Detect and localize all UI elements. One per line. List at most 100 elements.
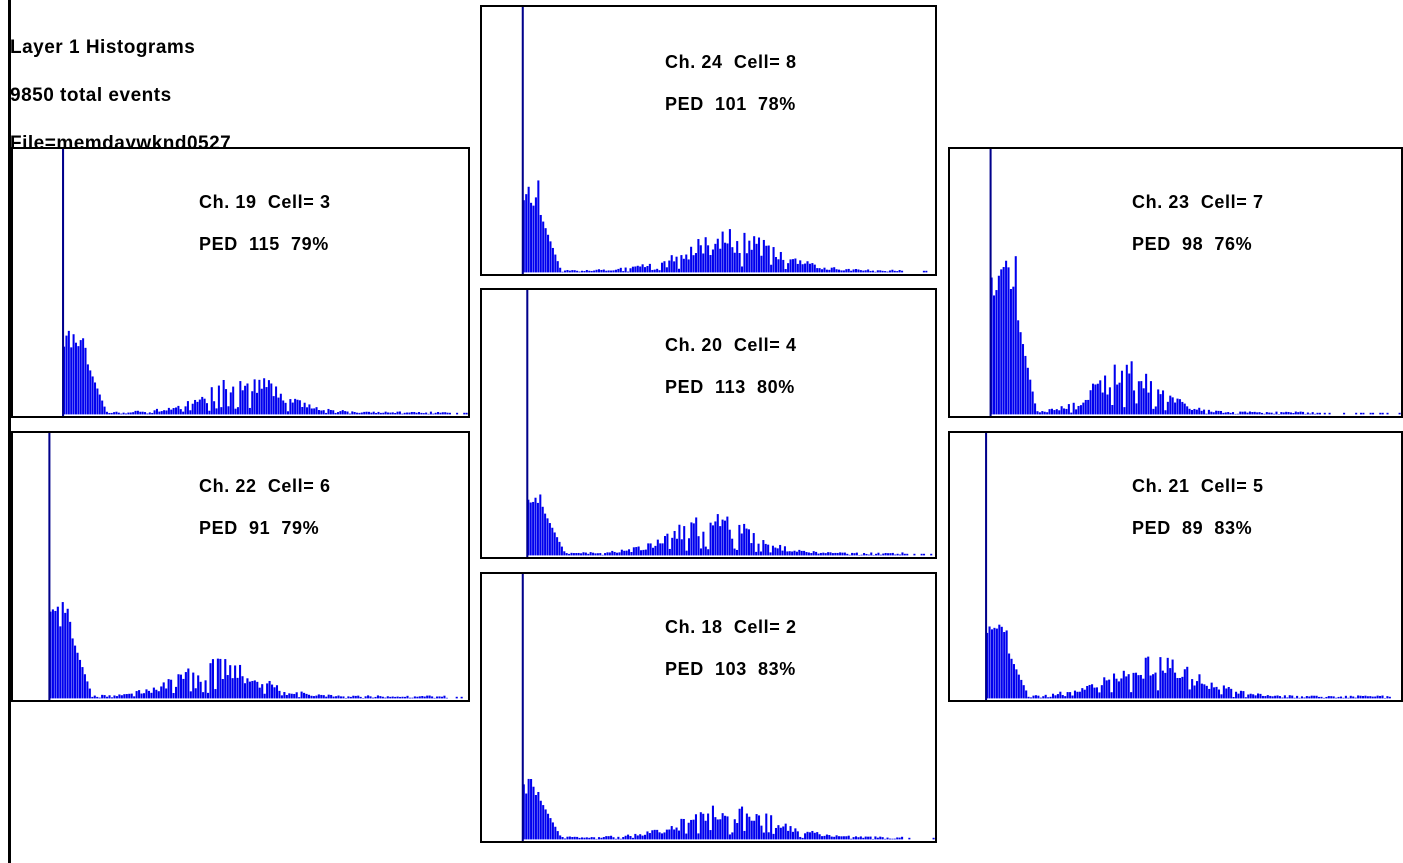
histogram-bar <box>721 519 724 556</box>
histogram-bar <box>288 693 291 699</box>
histogram-bar <box>840 836 843 840</box>
histogram-bar <box>776 548 779 556</box>
histogram-bar <box>601 554 604 556</box>
histogram-bar <box>211 659 215 699</box>
histogram-bar <box>1308 696 1311 699</box>
histogram-bar <box>597 269 601 273</box>
histogram-bar <box>1069 692 1072 699</box>
histogram-bar <box>429 411 432 415</box>
histogram-bar <box>887 553 890 556</box>
histogram-bar <box>401 413 404 415</box>
histogram-bar <box>336 412 340 415</box>
histogram-bar <box>869 270 872 273</box>
histogram-bar <box>534 197 537 273</box>
histogram-bar <box>1225 688 1228 699</box>
histogram-bar <box>1217 689 1221 699</box>
histogram-bar <box>1007 267 1010 415</box>
histogram-bar <box>1244 411 1247 415</box>
histogram-bar <box>1070 412 1073 415</box>
histogram-bar <box>307 694 311 699</box>
histogram-bar <box>170 409 173 415</box>
histogram-bar <box>659 543 662 556</box>
channel-label: Ch. 23 Cell= 7 <box>1132 192 1264 212</box>
histogram-bar <box>867 836 870 840</box>
histogram-bar <box>363 411 366 415</box>
histogram-bar <box>1059 691 1062 699</box>
histogram-bar <box>563 551 566 556</box>
histogram-bar <box>1149 381 1152 415</box>
histogram-bar <box>805 552 808 556</box>
histogram-bar <box>602 269 605 273</box>
histogram-bar <box>325 412 328 415</box>
histogram-bar <box>229 392 232 415</box>
histogram-bar <box>685 254 688 273</box>
histogram-bar <box>403 412 406 415</box>
histogram-bar <box>1082 402 1085 415</box>
histogram-bar <box>846 553 849 556</box>
histogram-bar <box>767 245 770 273</box>
histogram-bar <box>850 838 853 840</box>
histogram-bar <box>416 696 419 699</box>
histogram-bar <box>583 271 586 273</box>
histogram-bar <box>646 831 649 840</box>
histogram-bar <box>653 269 656 273</box>
histogram-bar <box>852 269 855 273</box>
histogram-bar <box>830 836 833 840</box>
histogram-bar <box>995 628 998 699</box>
histogram-bar <box>54 610 57 699</box>
histogram-bar <box>593 837 596 840</box>
histogram-bar <box>266 683 269 699</box>
histogram-bar <box>1220 694 1223 699</box>
histogram-bar <box>152 687 155 699</box>
histogram-bar <box>1054 695 1057 699</box>
histogram-bar <box>1330 696 1333 699</box>
histogram-bar <box>65 335 68 415</box>
histogram-bar <box>1122 670 1125 699</box>
histogram-bar <box>51 609 54 699</box>
histogram-bar <box>765 245 768 273</box>
histogram-bar <box>623 550 626 556</box>
histogram-bar <box>743 523 746 556</box>
histogram-bar <box>1200 683 1203 699</box>
histogram-bar <box>1017 674 1020 699</box>
histogram-bar <box>413 411 416 415</box>
histogram-bar <box>439 412 442 415</box>
histogram-bar <box>106 696 109 699</box>
histogram-bar <box>1191 679 1194 699</box>
histogram-bar <box>372 411 375 415</box>
histogram-bar <box>1061 695 1064 699</box>
histogram-bar <box>823 267 826 273</box>
histogram-bar <box>833 836 836 840</box>
histogram-bar <box>408 412 411 415</box>
histogram-bar <box>760 825 763 840</box>
histogram-bar <box>118 694 121 699</box>
histogram-bar <box>1049 696 1052 699</box>
histogram-bar <box>735 549 738 556</box>
histogram-bar <box>990 629 994 699</box>
histogram-bar <box>103 695 106 699</box>
histogram-bar <box>352 695 355 699</box>
left-edge-bar <box>0 0 11 863</box>
histogram-bar <box>182 411 185 415</box>
histogram-bar <box>801 837 804 840</box>
histogram-bar <box>134 410 137 415</box>
histogram-bar <box>1066 692 1069 699</box>
histogram-bar <box>789 826 792 840</box>
histogram-bar <box>893 270 896 273</box>
histogram-bar <box>590 837 593 840</box>
histogram-bar <box>1193 408 1196 415</box>
histogram-bar <box>920 553 923 556</box>
histogram-bar <box>234 665 237 699</box>
histogram-bar <box>1079 405 1082 415</box>
histogram-bar <box>446 412 449 415</box>
histogram-bar <box>901 552 904 556</box>
histogram-bar <box>101 694 104 699</box>
histogram-bar <box>1003 632 1006 699</box>
histogram-bar <box>86 364 89 415</box>
histogram-bar <box>714 521 717 556</box>
histogram-bar <box>455 696 458 699</box>
histogram-bar <box>871 270 875 273</box>
histogram-bar <box>644 834 647 840</box>
histogram-bar <box>256 681 259 699</box>
histogram-bar <box>1248 411 1251 415</box>
